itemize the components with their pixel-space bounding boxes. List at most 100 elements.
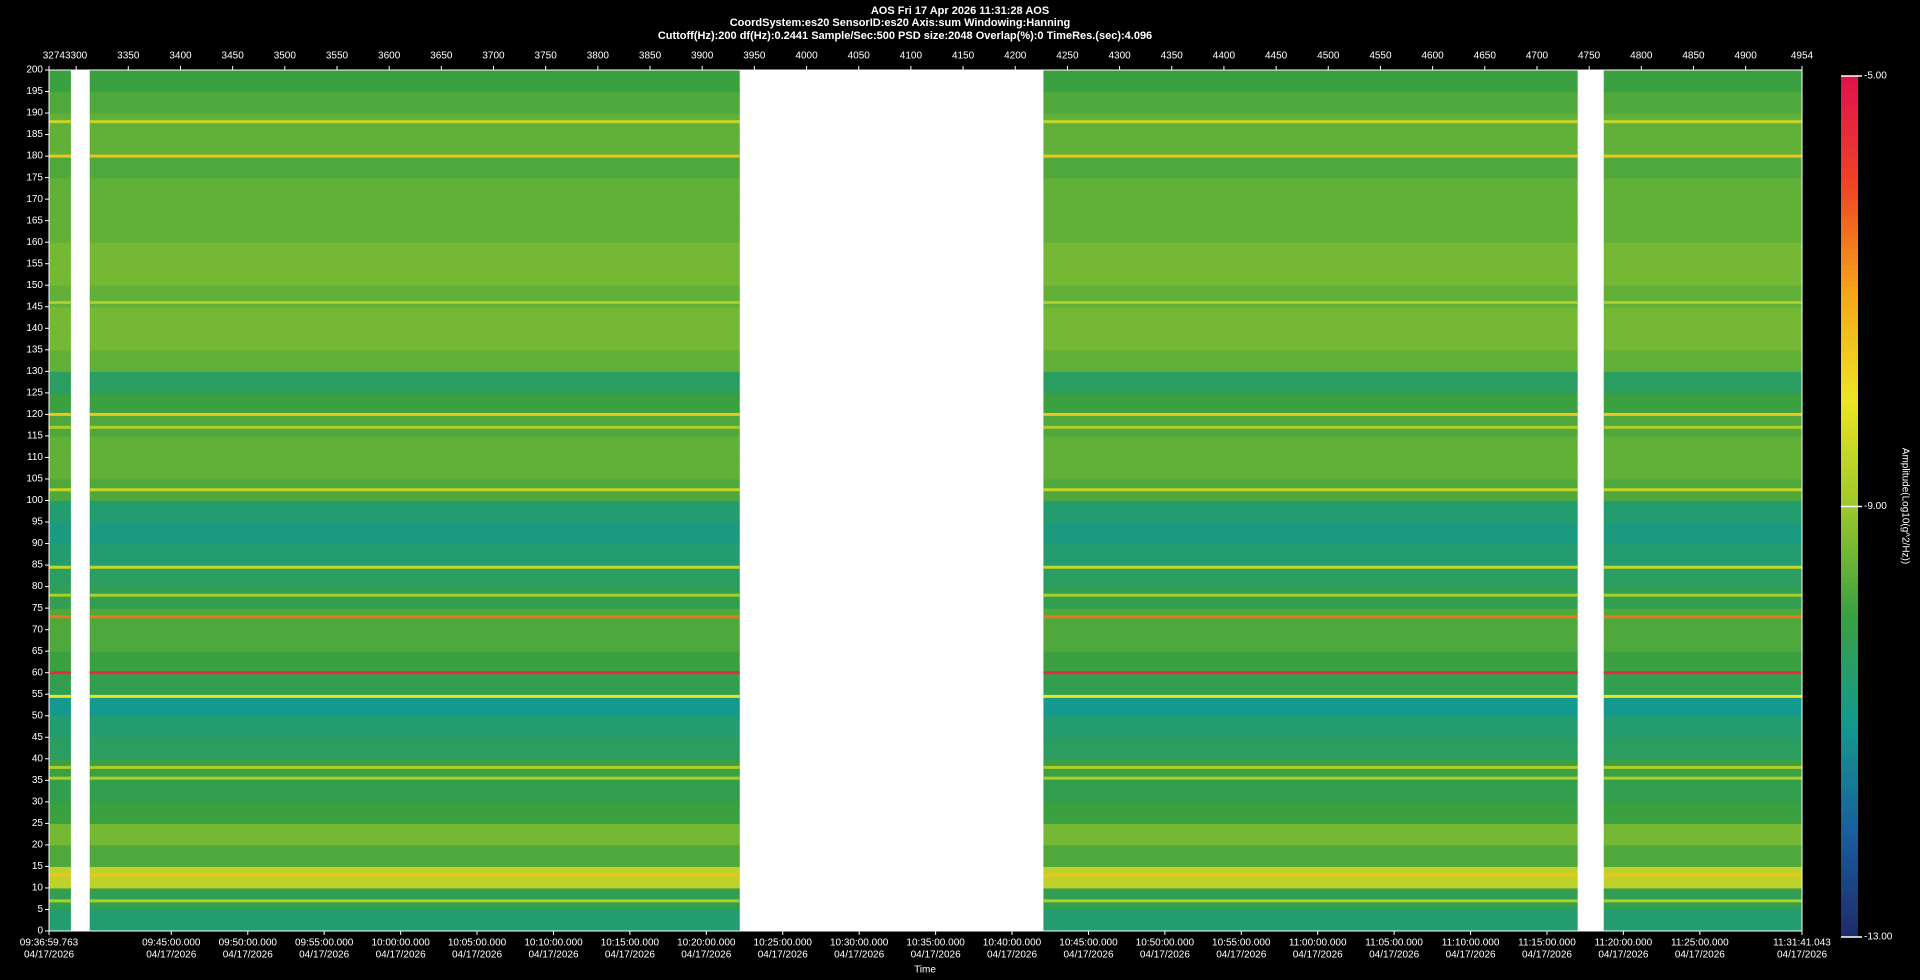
- colorbar-swatch: [1841, 818, 1858, 825]
- x2-tick-date: 04/17/2026: [1522, 950, 1572, 961]
- x2-tick-date: 04/17/2026: [1369, 950, 1419, 961]
- colorbar-swatch: [1841, 689, 1858, 696]
- x2-tick-label: 10:45:00.000: [1059, 938, 1118, 949]
- spectrogram-cell: [89, 349, 740, 372]
- colorbar-swatch: [1841, 845, 1858, 852]
- spectral-line: [89, 488, 740, 492]
- spectral-line: [89, 873, 740, 877]
- spectrogram-cell: [89, 737, 740, 760]
- colorbar-swatch: [1841, 770, 1858, 777]
- y-tick-label: 45: [32, 732, 44, 743]
- x-tick-label: 3950: [743, 51, 766, 62]
- x-tick-label: 4050: [848, 51, 871, 62]
- colorbar-swatch: [1841, 318, 1858, 325]
- y-tick-label: 155: [26, 258, 43, 269]
- colorbar-tick-label: -13.00: [1864, 932, 1893, 943]
- spectrogram-cell: [49, 349, 71, 372]
- x2-tick-date: 04/17/2026: [681, 950, 731, 961]
- spectrogram-cell: [49, 608, 71, 631]
- spectrogram-cell: [49, 134, 71, 157]
- colorbar-swatch: [1841, 641, 1858, 648]
- spectrogram-cell: [1603, 91, 1802, 114]
- spectral-line: [1603, 154, 1802, 158]
- spectrogram-cell: [89, 565, 740, 588]
- colorbar-swatch: [1841, 398, 1858, 405]
- colorbar-swatch: [1841, 867, 1858, 874]
- colorbar-swatch: [1841, 474, 1858, 481]
- spectral-line: [1043, 412, 1578, 416]
- spectrogram-cell: [1603, 242, 1802, 265]
- spectrogram-cell: [1043, 156, 1578, 179]
- y-tick-label: 145: [26, 301, 43, 312]
- x-tick-label: 3850: [639, 51, 662, 62]
- spectrogram-cell: [1603, 263, 1802, 286]
- y-tick-label: 20: [32, 840, 44, 851]
- spectrogram-cell: [49, 543, 71, 566]
- spectrogram-cell: [89, 522, 740, 545]
- colorbar-swatch: [1841, 350, 1858, 357]
- x2-tick-date: 04/17/2026: [1777, 950, 1827, 961]
- x-tick-label: 3500: [274, 51, 297, 62]
- colorbar-swatch: [1841, 291, 1858, 298]
- spectrogram-cell: [1603, 629, 1802, 652]
- y-tick-label: 175: [26, 172, 43, 183]
- colorbar-swatch: [1841, 732, 1858, 739]
- x2-tick-date: 04/17/2026: [376, 950, 426, 961]
- colorbar-swatch: [1841, 630, 1858, 637]
- spectral-line: [1043, 899, 1578, 903]
- colorbar-swatch: [1841, 119, 1858, 126]
- spectrogram-cell: [1603, 651, 1802, 674]
- colorbar-swatch: [1841, 673, 1858, 680]
- spectrogram-cell: [89, 91, 740, 114]
- x-tick-label: 4150: [952, 51, 975, 62]
- x2-tick-label: 10:25:00.000: [754, 938, 813, 949]
- colorbar-swatch: [1841, 339, 1858, 346]
- spectrogram-cell: [49, 672, 71, 695]
- spectral-line: [49, 425, 71, 429]
- x2-tick-label: 11:10:00.000: [1442, 938, 1500, 949]
- y-tick-label: 0: [37, 926, 43, 937]
- x2-tick-label: 10:30:00.000: [830, 938, 889, 949]
- colorbar-swatch: [1841, 312, 1858, 319]
- colorbar-swatch: [1841, 81, 1858, 88]
- spectrogram-cell: [1043, 866, 1578, 889]
- spectrogram-cell: [1043, 586, 1578, 609]
- colorbar-swatch: [1841, 662, 1858, 669]
- x2-tick-date: 04/17/2026: [1063, 950, 1113, 961]
- colorbar-swatch: [1841, 307, 1858, 314]
- spectral-line: [89, 593, 740, 597]
- spectrogram-cell: [1603, 285, 1802, 308]
- colorbar-swatch: [1841, 759, 1858, 766]
- colorbar-swatch: [1841, 242, 1858, 249]
- colorbar-swatch: [1841, 248, 1858, 255]
- x2-tick-label: 10:20:00.000: [677, 938, 736, 949]
- y-tick-label: 200: [26, 65, 43, 76]
- y-tick-label: 80: [32, 581, 44, 592]
- spectral-line: [89, 694, 740, 698]
- colorbar-swatch: [1841, 129, 1858, 136]
- colorbar-swatch: [1841, 538, 1858, 545]
- spectrogram-cell: [89, 909, 740, 932]
- spectrogram-cell: [1043, 306, 1578, 329]
- x-tick-label: 4500: [1317, 51, 1340, 62]
- spectrogram-cell: [89, 758, 740, 781]
- spectrogram-cell: [1603, 844, 1802, 867]
- spectral-line: [49, 300, 71, 304]
- colorbar-swatch: [1841, 447, 1858, 454]
- spectrogram-cell: [49, 737, 71, 760]
- spectral-line: [1603, 425, 1802, 429]
- x2-tick-date: 04/17/2026: [911, 950, 961, 961]
- colorbar-swatch: [1841, 371, 1858, 378]
- spectrogram-cell: [1043, 758, 1578, 781]
- colorbar-swatch: [1841, 802, 1858, 809]
- x-tick-label: 4100: [900, 51, 923, 62]
- colorbar-swatch: [1841, 102, 1858, 109]
- colorbar-swatch: [1841, 345, 1858, 352]
- y-tick-label: 70: [32, 624, 44, 635]
- x2-tick-date: 04/17/2026: [24, 950, 74, 961]
- x-tick-label: 4900: [1735, 51, 1758, 62]
- colorbar-swatch: [1841, 797, 1858, 804]
- y-tick-label: 170: [26, 194, 43, 205]
